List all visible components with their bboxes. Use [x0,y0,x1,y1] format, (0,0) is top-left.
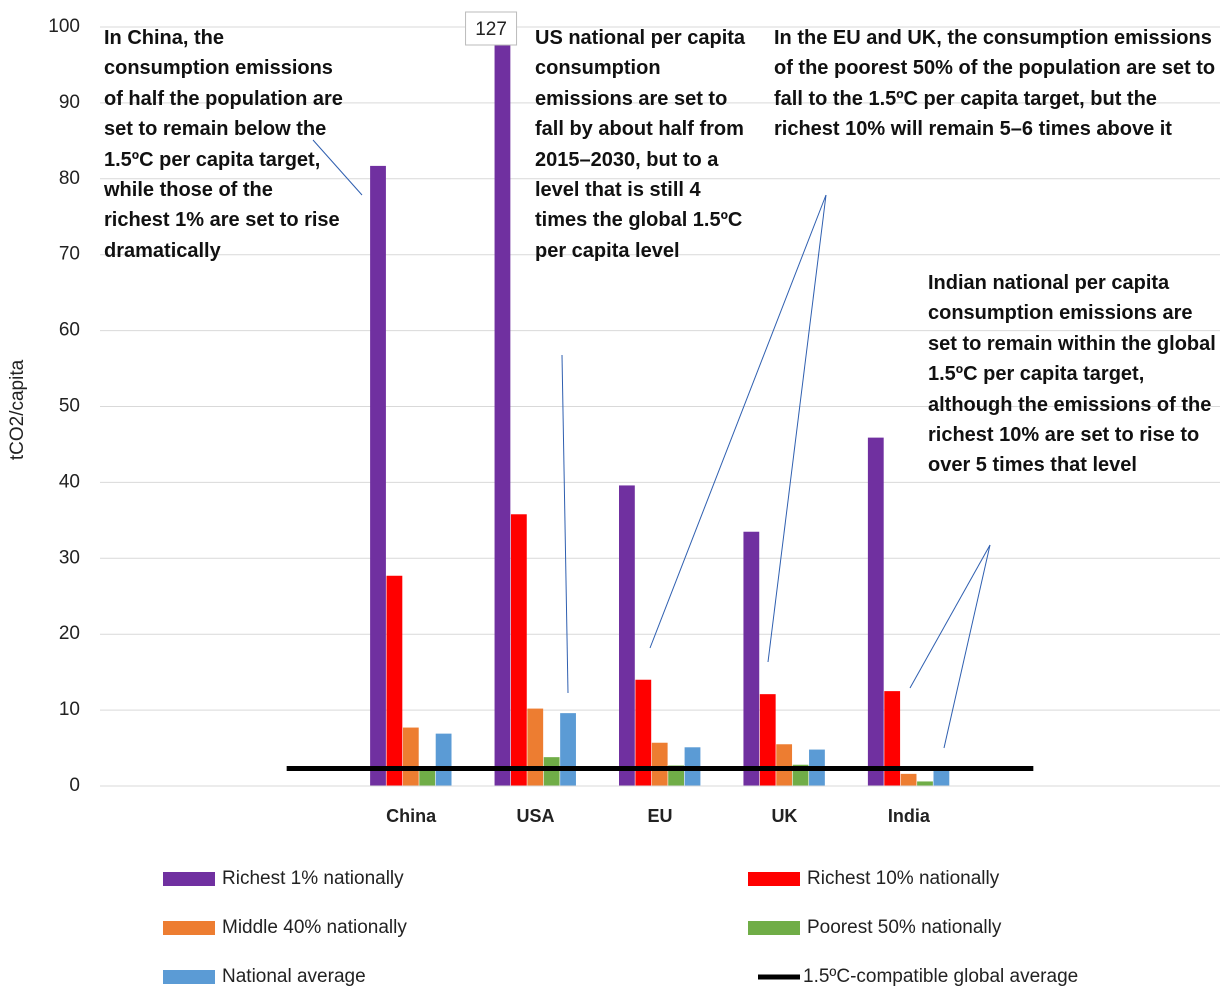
x-tick-label: EU [647,806,672,826]
bar [651,742,668,786]
x-tick-label: China [386,806,437,826]
x-tick-label: India [888,806,931,826]
leader-line [943,544,991,749]
data-label-box [465,11,518,46]
legend-swatch [163,921,215,935]
y-axis-label: tCO2/capita [7,359,28,460]
bar [867,437,884,786]
y-tick-label: 60 [59,320,80,341]
bar [776,744,793,786]
bar [494,20,511,786]
legend-label: Middle 40% nationally [222,917,407,938]
y-tick-label: 80 [59,168,80,189]
y-tick-label: 30 [59,547,80,568]
annotation: In the EU and UK, the consumption emissi… [774,27,1216,141]
bar [386,575,403,786]
bar [510,514,527,786]
bar [370,165,386,787]
bar [900,773,917,786]
annotation: In China, the consumption emissions of h… [104,27,343,262]
leader-lines [312,139,991,749]
y-tick-label: 100 [48,16,80,37]
y-tick-label: 20 [59,623,80,644]
bar [933,769,950,786]
legend-label: 1.5ºC-compatible global average [803,966,1078,987]
bar [560,713,576,786]
annotation: Indian national per capita consumption e… [928,272,1216,477]
bar [759,694,776,786]
legend-label: Richest 1% nationally [222,868,404,889]
leader-line [312,139,363,196]
legend-swatch [748,872,800,886]
legend-label: Poorest 50% nationally [807,917,1002,938]
leader-line [649,194,827,649]
y-tick-label: 0 [69,775,80,796]
data-label: 127 [475,19,507,40]
legend-swatch [163,872,215,886]
leader-line [767,194,827,663]
leader-line [561,354,569,694]
bar [435,733,452,786]
annotation: US national per capita consumption emiss… [535,27,746,262]
y-tick-label: 90 [59,92,80,113]
bar [619,485,635,786]
y-tick-label: 70 [59,244,80,265]
bar [917,781,933,786]
bar [402,727,419,786]
bar [527,708,544,786]
legend-swatch [748,921,800,935]
y-tick-label: 10 [59,699,80,720]
legend-swatch [163,970,215,984]
bar [419,766,436,786]
bar [884,691,901,786]
legend-label: National average [222,966,366,987]
x-tick-label: UK [771,806,797,826]
y-tick-label: 40 [59,471,80,492]
bar [635,679,652,786]
x-tick-label: USA [517,806,555,826]
bar [743,531,760,786]
leader-line [909,544,991,689]
legend-label: Richest 10% nationally [807,868,1000,889]
bar [543,757,560,786]
y-tick-label: 50 [59,396,80,417]
